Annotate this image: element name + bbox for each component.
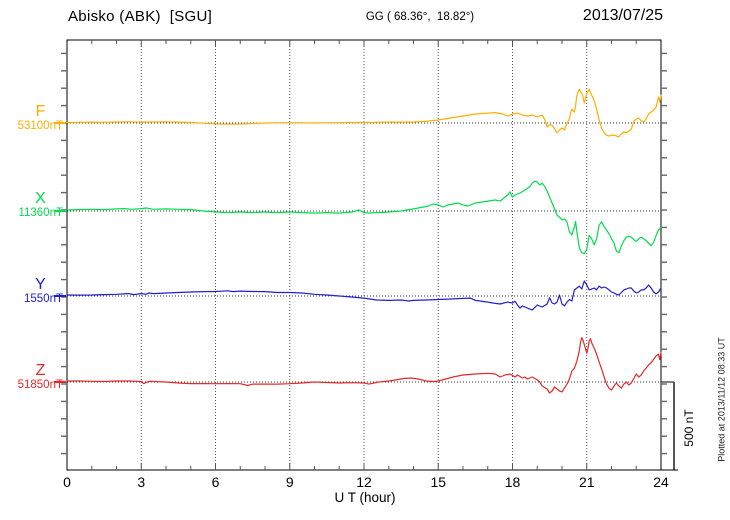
x-tick-label: 15	[430, 474, 447, 490]
observation-date: 2013/07/25	[582, 7, 663, 24]
trace-x	[66, 180, 662, 255]
scale-bar-label: 500 nT	[682, 409, 696, 447]
trace-z	[66, 337, 662, 394]
series-name-y: Y	[35, 276, 46, 293]
x-axis-title: U T (hour)	[334, 490, 396, 505]
series-baseline-f: 53100nT	[17, 120, 63, 132]
series-baseline-x: 11360nT	[18, 207, 63, 219]
series-baseline-y: 1550nT	[23, 293, 63, 305]
trace-y	[66, 280, 662, 311]
x-tick-label: 24	[653, 474, 669, 490]
plotted-timestamp: Plotted at 2013/11/12 08:33 UT	[716, 337, 727, 462]
series-name-x: X	[35, 190, 46, 207]
x-tick-label: 9	[285, 474, 294, 490]
series-name-z: Z	[35, 362, 46, 379]
series-label-y: Y 1550nT	[0, 276, 63, 306]
series-name-f: F	[35, 103, 46, 120]
geographic-coordinates: GG ( 68.36°, 18.82°)	[365, 11, 475, 23]
series-baseline-z: 51850nT	[17, 379, 63, 391]
x-tick-label: 18	[504, 474, 521, 490]
x-tick-label: 21	[578, 474, 595, 490]
x-tick-label: 12	[356, 474, 372, 490]
x-tick-label: 3	[137, 474, 146, 490]
series-label-f: F 53100nT	[0, 103, 63, 133]
trace-f	[66, 88, 662, 138]
station-title: Abisko (ABK) [SGU]	[68, 8, 213, 25]
x-tick-label: 6	[211, 474, 220, 490]
series-label-z: Z 51850nT	[0, 362, 63, 392]
x-tick-label: 0	[63, 474, 71, 490]
series-label-x: X 11360nT	[0, 190, 63, 220]
